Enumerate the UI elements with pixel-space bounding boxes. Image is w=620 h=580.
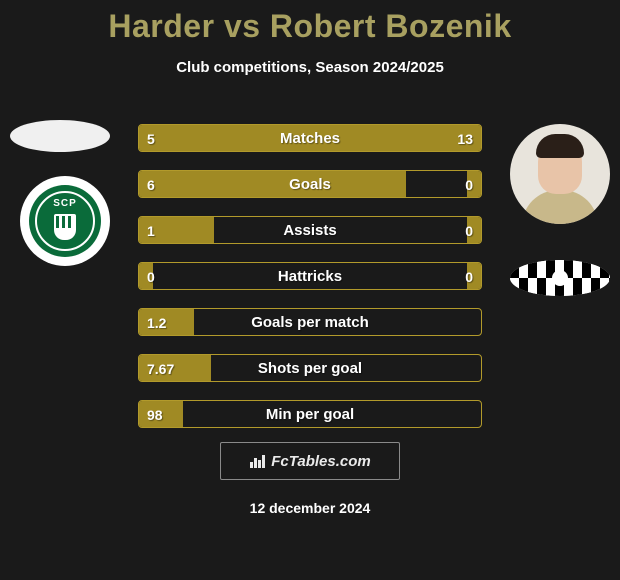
branding-box: FcTables.com	[220, 442, 400, 480]
stat-label: Matches	[139, 125, 481, 152]
player2-club-badge	[510, 260, 610, 296]
stat-label: Hattricks	[139, 263, 481, 290]
badge-center-dot	[552, 270, 568, 286]
stat-label: Shots per goal	[139, 355, 481, 382]
chart-icon	[249, 453, 267, 469]
stat-label: Min per goal	[139, 401, 481, 428]
badge-stripes	[56, 216, 74, 228]
stat-label: Goals	[139, 171, 481, 198]
player1-club-badge: SCP	[20, 176, 110, 266]
branding-text: FcTables.com	[271, 453, 370, 470]
stat-label: Assists	[139, 217, 481, 244]
date: 12 december 2024	[0, 500, 620, 516]
comparison-infographic: Harder vs Robert Bozenik Club competitio…	[0, 0, 620, 580]
stat-row: 98Min per goal	[138, 400, 482, 428]
avatar-body	[522, 190, 598, 224]
player2-avatar	[510, 124, 610, 224]
title-vs: vs	[224, 8, 261, 44]
title: Harder vs Robert Bozenik	[0, 0, 620, 45]
player1-avatar	[10, 120, 110, 152]
badge-text: SCP	[20, 198, 110, 209]
stat-row: 1.2Goals per match	[138, 308, 482, 336]
stat-row: 00Hattricks	[138, 262, 482, 290]
stat-label: Goals per match	[139, 309, 481, 336]
stat-row: 10Assists	[138, 216, 482, 244]
title-player1: Harder	[108, 8, 214, 44]
stats-area: 513Matches 60Goals 10Assists 00Hattricks 1.2…	[138, 124, 482, 446]
stat-row: 513Matches	[138, 124, 482, 152]
avatar-hair	[536, 134, 584, 158]
subtitle: Club competitions, Season 2024/2025	[0, 59, 620, 76]
title-player2: Robert Bozenik	[270, 8, 512, 44]
stat-row: 7.67Shots per goal	[138, 354, 482, 382]
stat-row: 60Goals	[138, 170, 482, 198]
